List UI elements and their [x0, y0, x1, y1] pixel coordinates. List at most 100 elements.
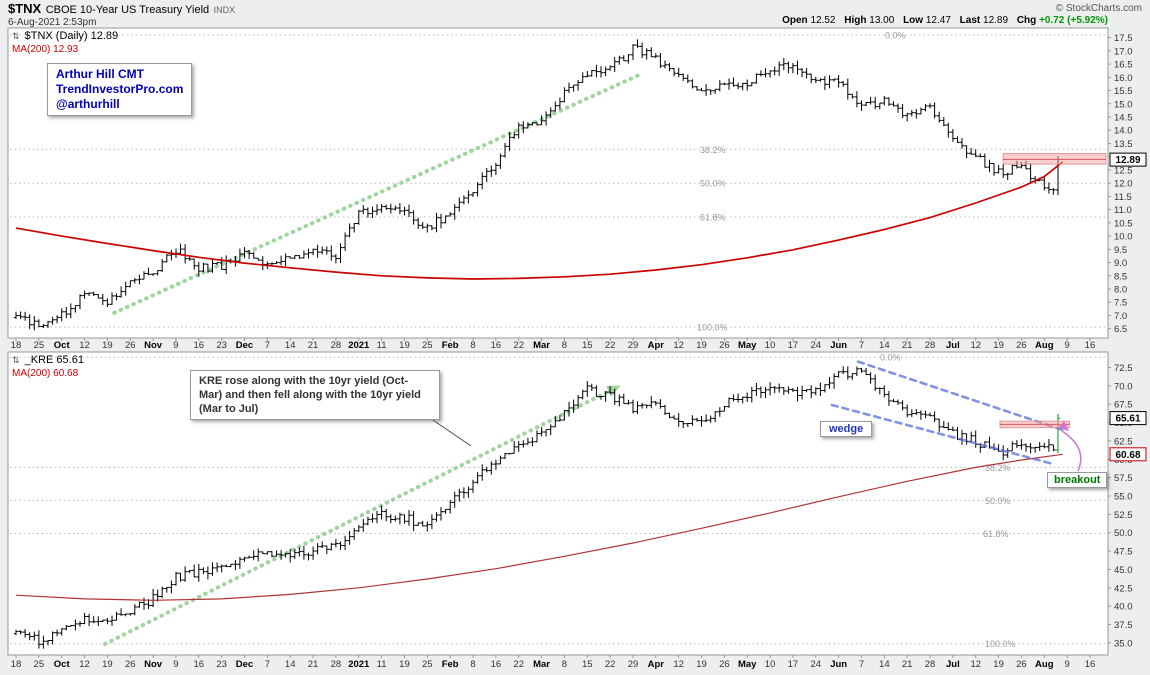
svg-text:15: 15 — [582, 659, 593, 670]
svg-text:26: 26 — [125, 340, 136, 351]
svg-text:67.5: 67.5 — [1114, 400, 1133, 411]
svg-text:12.0: 12.0 — [1114, 179, 1133, 190]
svg-text:15.5: 15.5 — [1114, 86, 1133, 97]
last-price-tag-bottom — [1109, 411, 1147, 426]
svg-text:Dec: Dec — [236, 659, 253, 670]
svg-text:9: 9 — [1064, 659, 1069, 670]
svg-text:8.0: 8.0 — [1114, 285, 1127, 296]
svg-text:14: 14 — [879, 659, 890, 670]
high-value: 13.00 — [869, 15, 895, 26]
svg-text:10.5: 10.5 — [1114, 218, 1133, 229]
svg-text:22: 22 — [605, 340, 616, 351]
svg-text:15: 15 — [582, 340, 593, 351]
ohlc-quote-line: Open 12.52 High 13.00 Low 12.47 Last 12.… — [776, 15, 1108, 26]
symbol-description: CBOE 10-Year US Treasury Yield — [45, 4, 210, 16]
svg-text:8.5: 8.5 — [1114, 271, 1127, 282]
svg-text:26: 26 — [1016, 659, 1027, 670]
breakout-arrow — [1061, 430, 1082, 472]
chart-datetime: 6-Aug-2021 2:53pm — [8, 17, 97, 28]
svg-text:Oct: Oct — [54, 659, 71, 670]
svg-text:12: 12 — [79, 340, 90, 351]
svg-text:Jul: Jul — [946, 340, 960, 351]
last-value: 12.89 — [983, 15, 1009, 26]
svg-text:16: 16 — [1085, 340, 1096, 351]
svg-text:18: 18 — [11, 340, 22, 351]
price-bars-bottom — [13, 366, 1061, 649]
svg-text:0.0%: 0.0% — [880, 353, 901, 363]
high-label: High — [844, 15, 867, 26]
svg-text:29: 29 — [628, 340, 639, 351]
last-price-tag-top — [1109, 152, 1147, 167]
svg-text:12: 12 — [79, 659, 90, 670]
svg-text:19: 19 — [993, 340, 1004, 351]
svg-text:11: 11 — [377, 340, 387, 351]
svg-text:25: 25 — [34, 340, 45, 351]
kre-note-pointer — [426, 415, 472, 447]
svg-text:17.5: 17.5 — [1114, 33, 1133, 44]
svg-text:19: 19 — [399, 659, 410, 670]
svg-text:61.8%: 61.8% — [983, 529, 1009, 539]
svg-text:16: 16 — [194, 659, 205, 670]
svg-text:Apr: Apr — [648, 659, 665, 670]
svg-text:14.5: 14.5 — [1114, 113, 1133, 124]
svg-text:26: 26 — [1016, 340, 1027, 351]
panel-collapse-icon[interactable]: ⇅ — [12, 355, 20, 365]
symbol-exchange: INDX — [213, 5, 236, 15]
price-bars-top — [13, 39, 1061, 331]
svg-text:7: 7 — [859, 340, 864, 351]
svg-text:23: 23 — [216, 659, 227, 670]
low-label: Low — [903, 15, 924, 26]
resistance-zone-top — [1002, 153, 1107, 165]
svg-text:17: 17 — [788, 340, 799, 351]
svg-text:16: 16 — [194, 340, 205, 351]
author-line-3: @arthurhill — [56, 97, 120, 111]
svg-text:12: 12 — [970, 340, 981, 351]
svg-text:Nov: Nov — [144, 659, 163, 670]
svg-text:26: 26 — [125, 659, 136, 670]
svg-text:13.5: 13.5 — [1114, 139, 1133, 150]
svg-text:2021: 2021 — [348, 340, 370, 351]
svg-text:Nov: Nov — [144, 340, 163, 351]
svg-text:38.2%: 38.2% — [700, 145, 726, 155]
svg-text:72.5: 72.5 — [1114, 363, 1133, 374]
breakout-label: breakout — [1047, 472, 1108, 488]
svg-text:57.5: 57.5 — [1114, 473, 1133, 484]
wedge-upper-line — [856, 360, 1064, 432]
svg-text:24: 24 — [810, 340, 821, 351]
svg-text:9: 9 — [1064, 340, 1069, 351]
legend-kre-last: 65.61 — [56, 354, 84, 366]
svg-text:Aug: Aug — [1035, 659, 1054, 670]
svg-text:May: May — [738, 659, 757, 670]
author-line-2: TrendInvestorPro.com — [56, 82, 184, 96]
svg-text:100.0%: 100.0% — [985, 639, 1016, 649]
svg-text:19: 19 — [696, 340, 707, 351]
x-axis-bottom: 18 25 Oct 12 19 26 Nov 9 16 23 Dec 7 14 21 28 2021 11 19 2… — [11, 655, 1095, 670]
svg-text:14.0: 14.0 — [1114, 126, 1133, 137]
legend-tnx: ⇅ $TNX (Daily) 12.89 MA(200) 12.93 — [12, 30, 118, 56]
last-label: Last — [959, 15, 981, 26]
svg-text:Apr: Apr — [648, 340, 665, 351]
legend-kre: ⇅ _KRE 65.61 MA(200) 60.68 — [12, 354, 84, 380]
svg-text:50.0%: 50.0% — [700, 179, 726, 189]
svg-text:7.0: 7.0 — [1114, 311, 1127, 322]
svg-text:26: 26 — [719, 340, 730, 351]
chart-header: $TNX CBOE 10-Year US Treasury Yield INDX… — [8, 2, 236, 29]
svg-text:9: 9 — [173, 340, 178, 351]
wedge-label: wedge — [820, 421, 873, 437]
svg-text:Mar: Mar — [533, 340, 550, 351]
svg-text:21: 21 — [902, 659, 913, 670]
wedge-lower-line — [830, 403, 1055, 466]
panel-bottom: 0.0% 38.2% 50.0% 61.8% 100.0% 72.5 70.0 67.5 65.… — [7, 351, 1147, 670]
svg-text:28: 28 — [331, 340, 342, 351]
svg-text:25: 25 — [422, 659, 433, 670]
legend-tnx-last: 12.89 — [90, 30, 119, 42]
svg-text:8: 8 — [470, 659, 475, 670]
svg-text:12: 12 — [970, 659, 981, 670]
svg-text:25: 25 — [422, 340, 433, 351]
svg-text:May: May — [738, 340, 757, 351]
svg-text:15.0: 15.0 — [1114, 99, 1133, 110]
y-axis-bottom: 72.570.067.565.062.560.057.555.052.550.0… — [1108, 363, 1133, 649]
panel-collapse-icon[interactable]: ⇅ — [12, 31, 20, 41]
svg-text:16.0: 16.0 — [1114, 73, 1133, 84]
svg-text:22: 22 — [513, 659, 524, 670]
